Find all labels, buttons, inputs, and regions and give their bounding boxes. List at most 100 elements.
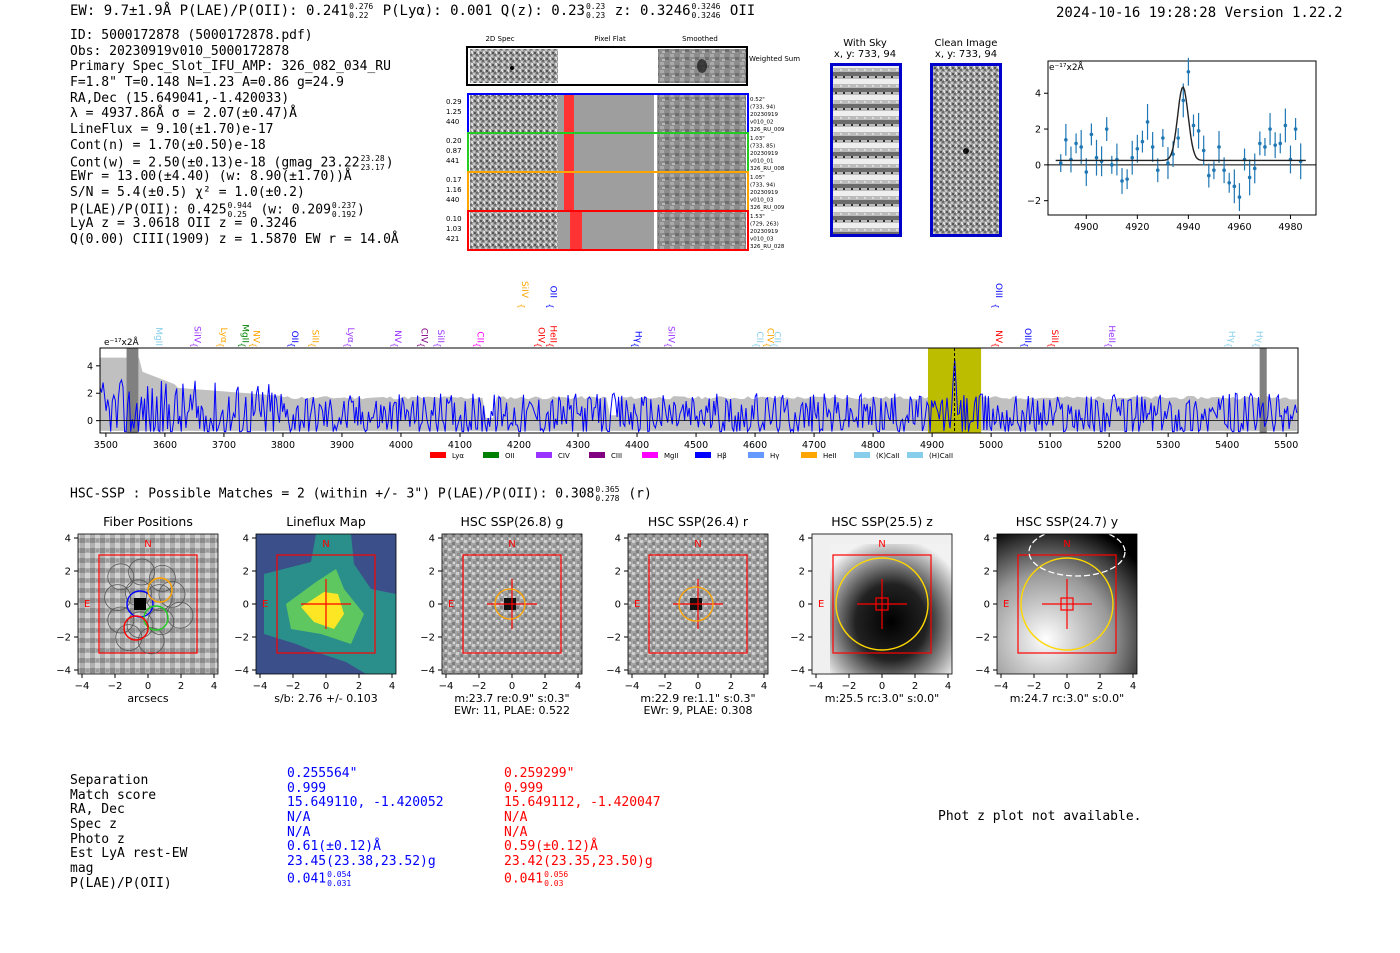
- panel-caption: s/b: 2.76 +/- 0.103: [241, 693, 411, 705]
- east-label: E: [448, 599, 454, 610]
- y-tick-label: 4: [65, 534, 71, 545]
- x-tick-label: −4: [625, 681, 640, 692]
- x-tick-label: 5400: [1215, 440, 1239, 451]
- fiber-circle: [128, 558, 156, 586]
- stamp-smoothed: [658, 173, 746, 210]
- stamp-left-label: 0.20: [446, 137, 462, 145]
- panel-title: HSC SSP(26.8) g: [460, 514, 564, 529]
- data-point: [1058, 161, 1063, 165]
- x-tick-label: 4: [1130, 681, 1136, 692]
- legend-swatch: [695, 452, 711, 458]
- x-tick-label: 2: [728, 681, 734, 692]
- stamp-pixel-flat: [558, 134, 658, 171]
- line-marker-label: OIV: [536, 327, 546, 344]
- stamp-row: 0.17 1.16 440 1.05" (733, 94)20230919 v010_03…: [446, 171, 785, 212]
- data-point: [1258, 141, 1262, 146]
- match-value: N/A: [287, 810, 311, 826]
- line-marker-label: HeII: [1106, 325, 1116, 343]
- match-value: 0.59(±0.12)Å: [504, 839, 598, 855]
- line-marker-label: OII: [289, 331, 299, 343]
- legend-label: CIV: [558, 452, 570, 460]
- panel-title: Fiber Positions: [103, 514, 193, 529]
- source-box: [1060, 597, 1074, 611]
- north-label: N: [322, 539, 329, 550]
- source-ellipse: [678, 586, 714, 622]
- data-point: [1176, 136, 1180, 140]
- stamp-pixel-flat: [558, 95, 658, 132]
- legend-label: (K)CaII: [876, 452, 899, 460]
- east-label: E: [262, 599, 268, 610]
- stamp-smoothed: [658, 134, 746, 171]
- north-label: N: [1063, 539, 1070, 550]
- header-summary: EW: 9.7±1.9Å P(LAE)/P(OII): 0.241 0.276 0.…: [70, 2, 756, 20]
- north-label: N: [508, 539, 515, 550]
- stamp-left-label: 1.16: [446, 186, 462, 194]
- stamp-left-label: 1.03: [446, 225, 462, 233]
- catalog-circle: [835, 557, 929, 651]
- y-tick-label: 2: [615, 567, 621, 578]
- line-marker-label: SiIV: [665, 326, 675, 344]
- line-marker-label: OIII: [1022, 328, 1032, 343]
- y-tick-label: −2: [790, 633, 805, 644]
- image-panel: N E −4 −4 −2 −2 0 0 2 2 4 4: [790, 534, 953, 692]
- east-label: E: [818, 599, 824, 610]
- stamp-row-frame: [467, 210, 749, 251]
- x-tick-label: 4000: [389, 440, 413, 451]
- line-marker-label: SiII: [310, 329, 320, 343]
- y-tick-label: 0: [615, 600, 621, 611]
- y-tick-label: −4: [606, 666, 621, 677]
- data-point: [1273, 143, 1277, 147]
- stamp-smoothed: [658, 95, 746, 132]
- stamp-bad-column: [564, 134, 574, 171]
- stamp-right-label: 20230919: [750, 229, 778, 235]
- line-marker-bracket: {: [1252, 342, 1261, 347]
- match-value: 15.649112, -1.420047: [504, 795, 661, 811]
- match-value: N/A: [287, 824, 311, 840]
- fiber-circle-red: [123, 615, 149, 641]
- with-sky-image: [830, 63, 902, 237]
- spectrum-line: [99, 359, 1298, 434]
- match-value: 0.255564": [287, 766, 358, 781]
- match-value: 0.999: [504, 780, 544, 796]
- fiber-circle: [104, 584, 131, 611]
- line-marker-bracket: {: [991, 342, 1000, 347]
- y-tick-label: −2: [1027, 196, 1041, 207]
- stamp-left-label: 0.29: [446, 98, 462, 106]
- y-tick-label: 2: [984, 567, 990, 578]
- weighted-sum-row: [466, 46, 748, 86]
- info-fwhm: F=1.8" T=0.148 N=1.23 A=0.86 g=24.9: [70, 75, 344, 91]
- stamp-smoothed: [658, 212, 746, 249]
- image-panel: N E −4 −4 −2 −2 0 0 2 2 4 4: [975, 527, 1138, 692]
- line-marker-bracket: {: [189, 342, 198, 347]
- legend-swatch: [642, 452, 658, 458]
- panel-image-gradient: [830, 544, 952, 674]
- x-tick-label: −2: [108, 681, 123, 692]
- line-marker-label: Hγ: [632, 331, 642, 344]
- x-tick-label: 3900: [330, 440, 354, 451]
- match-label: mag: [70, 861, 94, 877]
- line-marker-label: SiII: [1049, 329, 1059, 343]
- noise-envelope: [100, 357, 1297, 431]
- match-label: Separation: [70, 773, 149, 788]
- image-panels: N E −4 −4 −2 −2 0 0 2 2 4 4 N E −4 −4 −2 −2 0 0 2 2 4 4 N E −4 −4 −2…: [56, 527, 1138, 692]
- line-marker-bracket: {: [237, 342, 246, 347]
- source-blob: [134, 598, 146, 610]
- x-tick-label: 4300: [566, 440, 590, 451]
- data-point: [1110, 163, 1114, 167]
- y-tick-label: −2: [56, 633, 71, 644]
- stamp-right-label: (729, 263): [750, 222, 779, 228]
- x-tick-label: 3800: [271, 440, 295, 451]
- x-tick-label: −4: [253, 681, 268, 692]
- line-marker-bracket: {: [287, 342, 296, 347]
- match-value: N/A: [504, 810, 528, 826]
- panel-title: HSC SSP(26.4) r: [647, 514, 749, 529]
- legend-label: OII: [505, 452, 515, 460]
- y-tick-label: 0: [87, 416, 93, 427]
- data-point: [1207, 173, 1211, 178]
- x-tick-label: 2: [912, 681, 918, 692]
- data-point: [1222, 168, 1226, 173]
- line-marker-label: MgII: [153, 327, 163, 346]
- x-tick-label: 4: [389, 681, 395, 692]
- fiber-circle: [115, 624, 143, 652]
- line-marker-bracket: {: [390, 342, 399, 347]
